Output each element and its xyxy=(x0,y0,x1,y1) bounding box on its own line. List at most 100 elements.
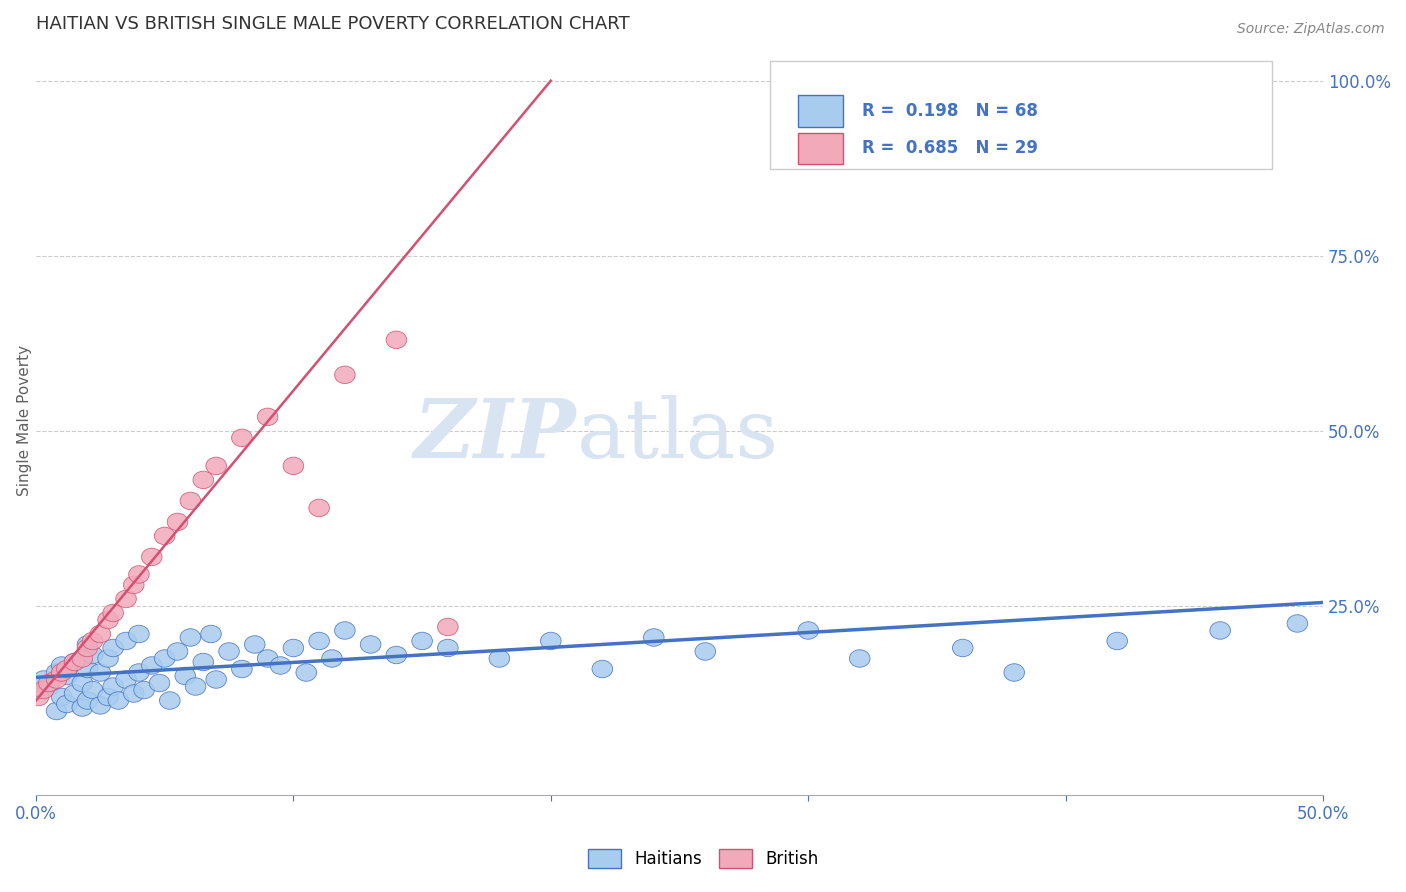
Ellipse shape xyxy=(1211,622,1230,640)
Ellipse shape xyxy=(98,611,118,629)
Ellipse shape xyxy=(103,640,124,657)
Ellipse shape xyxy=(1286,615,1308,632)
Ellipse shape xyxy=(56,695,77,713)
Ellipse shape xyxy=(245,636,266,653)
Ellipse shape xyxy=(115,632,136,649)
Ellipse shape xyxy=(205,671,226,689)
Ellipse shape xyxy=(77,640,98,657)
Ellipse shape xyxy=(65,685,84,702)
Ellipse shape xyxy=(167,643,188,660)
Ellipse shape xyxy=(193,471,214,489)
Ellipse shape xyxy=(232,429,252,447)
Ellipse shape xyxy=(90,625,111,643)
Ellipse shape xyxy=(387,331,406,349)
Ellipse shape xyxy=(412,632,433,649)
Ellipse shape xyxy=(335,622,356,640)
Ellipse shape xyxy=(159,692,180,709)
Ellipse shape xyxy=(155,649,174,667)
Legend: Haitians, British: Haitians, British xyxy=(581,842,825,875)
Ellipse shape xyxy=(128,625,149,643)
Ellipse shape xyxy=(257,409,278,425)
Ellipse shape xyxy=(115,671,136,689)
Ellipse shape xyxy=(83,632,103,649)
FancyBboxPatch shape xyxy=(769,61,1271,169)
Ellipse shape xyxy=(360,636,381,653)
Ellipse shape xyxy=(437,618,458,636)
Ellipse shape xyxy=(98,649,118,667)
Ellipse shape xyxy=(103,678,124,695)
Ellipse shape xyxy=(309,632,329,649)
Ellipse shape xyxy=(124,685,143,702)
Ellipse shape xyxy=(98,689,118,706)
Ellipse shape xyxy=(90,664,111,681)
Ellipse shape xyxy=(309,500,329,516)
Ellipse shape xyxy=(201,625,221,643)
Ellipse shape xyxy=(56,667,77,685)
Ellipse shape xyxy=(270,657,291,674)
Ellipse shape xyxy=(1004,664,1025,681)
Ellipse shape xyxy=(34,671,53,689)
Ellipse shape xyxy=(180,492,201,509)
Ellipse shape xyxy=(142,657,162,674)
Ellipse shape xyxy=(155,527,174,545)
Text: Source: ZipAtlas.com: Source: ZipAtlas.com xyxy=(1237,22,1385,37)
Text: atlas: atlas xyxy=(576,395,779,475)
Ellipse shape xyxy=(103,604,124,622)
Ellipse shape xyxy=(72,674,93,692)
Ellipse shape xyxy=(149,674,170,692)
Ellipse shape xyxy=(219,643,239,660)
Ellipse shape xyxy=(52,664,72,681)
Ellipse shape xyxy=(186,678,205,695)
Ellipse shape xyxy=(180,629,201,646)
Ellipse shape xyxy=(115,591,136,607)
Ellipse shape xyxy=(142,549,162,566)
Ellipse shape xyxy=(437,640,458,657)
Ellipse shape xyxy=(695,643,716,660)
Ellipse shape xyxy=(644,629,664,646)
Ellipse shape xyxy=(592,660,613,678)
Ellipse shape xyxy=(108,692,128,709)
Ellipse shape xyxy=(322,649,342,667)
Ellipse shape xyxy=(128,566,149,583)
Ellipse shape xyxy=(1107,632,1128,649)
Ellipse shape xyxy=(335,366,356,384)
Ellipse shape xyxy=(52,657,72,674)
Ellipse shape xyxy=(83,646,103,664)
FancyBboxPatch shape xyxy=(799,133,844,164)
Ellipse shape xyxy=(124,576,143,594)
Ellipse shape xyxy=(489,649,509,667)
Ellipse shape xyxy=(128,664,149,681)
Ellipse shape xyxy=(65,653,84,671)
Ellipse shape xyxy=(46,702,67,720)
Y-axis label: Single Male Poverty: Single Male Poverty xyxy=(17,345,32,496)
FancyBboxPatch shape xyxy=(799,95,844,127)
Text: ZIP: ZIP xyxy=(413,395,576,475)
Ellipse shape xyxy=(28,689,49,706)
Ellipse shape xyxy=(205,457,226,475)
Ellipse shape xyxy=(83,681,103,698)
Ellipse shape xyxy=(134,681,155,698)
Ellipse shape xyxy=(56,660,77,678)
Ellipse shape xyxy=(283,640,304,657)
Ellipse shape xyxy=(174,667,195,685)
Ellipse shape xyxy=(232,660,252,678)
Text: HAITIAN VS BRITISH SINGLE MALE POVERTY CORRELATION CHART: HAITIAN VS BRITISH SINGLE MALE POVERTY C… xyxy=(37,15,630,33)
Text: R =  0.198   N = 68: R = 0.198 N = 68 xyxy=(862,102,1038,120)
Ellipse shape xyxy=(72,698,93,716)
Ellipse shape xyxy=(193,653,214,671)
Ellipse shape xyxy=(952,640,973,657)
Ellipse shape xyxy=(28,681,49,698)
Ellipse shape xyxy=(72,649,93,667)
Ellipse shape xyxy=(799,622,818,640)
Ellipse shape xyxy=(849,649,870,667)
Ellipse shape xyxy=(77,660,98,678)
Ellipse shape xyxy=(46,664,67,681)
Ellipse shape xyxy=(283,457,304,475)
Ellipse shape xyxy=(295,664,316,681)
Ellipse shape xyxy=(167,513,188,531)
Ellipse shape xyxy=(90,697,111,714)
Ellipse shape xyxy=(52,689,72,706)
Ellipse shape xyxy=(77,692,98,709)
Text: R =  0.685   N = 29: R = 0.685 N = 29 xyxy=(862,139,1038,157)
Ellipse shape xyxy=(77,636,98,653)
